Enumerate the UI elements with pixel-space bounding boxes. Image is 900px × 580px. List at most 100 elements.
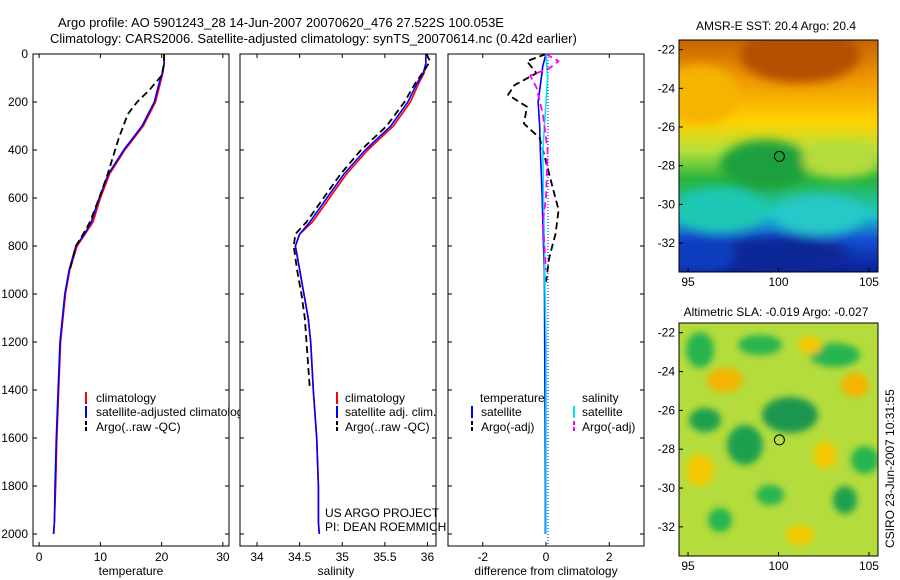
sst-green-tongue (720, 140, 810, 190)
sla-low (762, 397, 818, 433)
lat-tick-label: -28 (658, 442, 676, 456)
x-tick-label: 34.5 (288, 550, 312, 564)
lon-tick-label: 95 (681, 275, 695, 289)
difference-xlabel: difference from climatology (474, 564, 617, 578)
salinity-profiles (292, 54, 431, 535)
lat-tick-label: -26 (658, 403, 676, 417)
series-temperature-satellite (537, 54, 547, 534)
depth-tick-label: 1000 (1, 287, 28, 301)
temperature-axes-box (32, 53, 230, 547)
sst-cyan-patch-west (679, 188, 765, 232)
sla-low (686, 332, 714, 368)
sla-high (786, 525, 814, 545)
header-line1: Argo profile: AO 5901243_28 14-Jun-2007 … (58, 15, 504, 30)
sla-low (727, 425, 763, 465)
lon-tick-label: 105 (859, 559, 879, 573)
sla-features (686, 332, 878, 545)
sla-low (810, 343, 860, 367)
sla-map-field (679, 323, 878, 556)
x-tick-label: 35.5 (373, 550, 397, 564)
sla-high (707, 368, 743, 392)
temperature-legend: climatology satellite-adjusted climatolo… (85, 391, 249, 434)
sla-high (841, 373, 869, 397)
x-tick-label: 20 (155, 550, 169, 564)
legend-temp-satellite: satellite (481, 405, 522, 419)
sst-map-panel: AMSR-E SST: 20.4 Argo: 20.4 95 100 105 -22 -… (658, 19, 880, 289)
sla-map-ticks: 95 100 105 -22 -24 -26 -28 -30 -32 (658, 326, 880, 573)
credits-line1: US ARGO PROJECT (325, 506, 440, 520)
salinity-panel: 34 34.5 35 35.5 36 salinity climatology sate… (239, 53, 446, 578)
salinity-xlabel: salinity (318, 564, 355, 578)
depth-tick-label: 2000 (1, 527, 28, 541)
header-line2: Climatology: CARS2006. Satellite-adjuste… (50, 31, 577, 46)
side-stamp: CSIRO 23-Jun-2007 10:31:55 (883, 389, 897, 548)
depth-tick-label: 200 (8, 95, 28, 109)
depth-tick-label: 0 (21, 47, 28, 61)
lat-tick-label: -22 (658, 43, 676, 57)
credits-line2: PI: DEAN ROEMMICH (325, 520, 446, 534)
temperature-profiles (52, 54, 166, 535)
lat-tick-label: -24 (658, 365, 676, 379)
lon-tick-label: 95 (681, 559, 695, 573)
temperature-panel: 0 200 400 600 800 1000 1200 1400 1600 1800 2000 0 1… (1, 47, 249, 578)
x-tick-label: 10 (94, 550, 108, 564)
x-tick-label: 0 (543, 550, 550, 564)
sla-map-panel: Altimetric SLA: -0.019 Argo: -0.027 (658, 305, 880, 573)
sla-low (708, 508, 732, 532)
x-tick-label: 2 (606, 550, 613, 564)
temperature-xlabel: temperature (99, 564, 164, 578)
sst-map-ticks: 95 100 105 -22 -24 -26 -28 -30 -32 (658, 43, 880, 289)
difference-legend: temperature satellite Argo(-adj) salinit… (471, 391, 635, 434)
sla-high (798, 336, 822, 354)
lon-tick-label: 105 (859, 275, 879, 289)
depth-tick-label: 400 (8, 143, 28, 157)
sla-high (686, 454, 714, 486)
legend-sal-argo: Argo(-adj) (582, 420, 635, 434)
sst-map-field (679, 40, 878, 272)
lat-tick-label: -28 (658, 159, 676, 173)
sst-features (679, 40, 878, 272)
sst-map-title: AMSR-E SST: 20.4 Argo: 20.4 (696, 19, 856, 33)
sla-low (689, 408, 721, 432)
sla-low (833, 486, 857, 514)
legend-salinity-title: salinity (582, 391, 619, 405)
depth-tick-label: 800 (8, 239, 28, 253)
depth-tick-label: 1600 (1, 431, 28, 445)
depth-tick-label: 1400 (1, 383, 28, 397)
lat-tick-label: -22 (658, 326, 676, 340)
series-satellite-adjusted-climatology (52, 54, 165, 535)
x-tick-label: -2 (477, 550, 488, 564)
legend-label-satellite: satellite adj. clim. (345, 405, 436, 419)
depth-tick-label: 600 (8, 191, 28, 205)
depth-tick-label: 1800 (1, 479, 28, 493)
sla-argo-location-marker (773, 434, 785, 446)
salinity-depth-ticks (240, 53, 436, 535)
legend-temperature-title: temperature (480, 391, 545, 405)
depth-tick-label: 1200 (1, 335, 28, 349)
sla-high (813, 441, 837, 469)
legend-label-climatology: climatology (345, 391, 405, 405)
sla-low (756, 485, 784, 505)
sla-low (738, 335, 782, 355)
lat-tick-label: -32 (658, 236, 676, 250)
legend-sal-satellite: satellite (582, 405, 623, 419)
legend-label-satellite: satellite-adjusted climatology (96, 405, 249, 419)
legend-label-argo: Argo(..raw -QC) (96, 420, 181, 434)
lat-tick-label: -26 (658, 120, 676, 134)
sst-argo-location-marker (773, 150, 785, 162)
difference-depth-ticks (448, 53, 644, 535)
series-satellite-adj-clim (294, 54, 427, 535)
x-tick-label: 30 (216, 550, 230, 564)
series-temperature-argo-adj (507, 54, 560, 283)
legend-temp-argo: Argo(-adj) (481, 420, 534, 434)
sst-cyan-patch-east (775, 195, 865, 235)
temperature-ticks: 0 10 20 30 (36, 54, 230, 564)
series-salinity-argo-adj (529, 54, 560, 271)
salinity-ticks: 34 34.5 35 35.5 36 (250, 54, 434, 564)
lat-tick-label: -30 (658, 197, 676, 211)
sst-yellowgreen-patch (802, 142, 878, 178)
lon-tick-label: 100 (768, 559, 788, 573)
legend-label-argo: Argo(..raw -QC) (345, 420, 430, 434)
x-tick-label: 0 (36, 550, 43, 564)
